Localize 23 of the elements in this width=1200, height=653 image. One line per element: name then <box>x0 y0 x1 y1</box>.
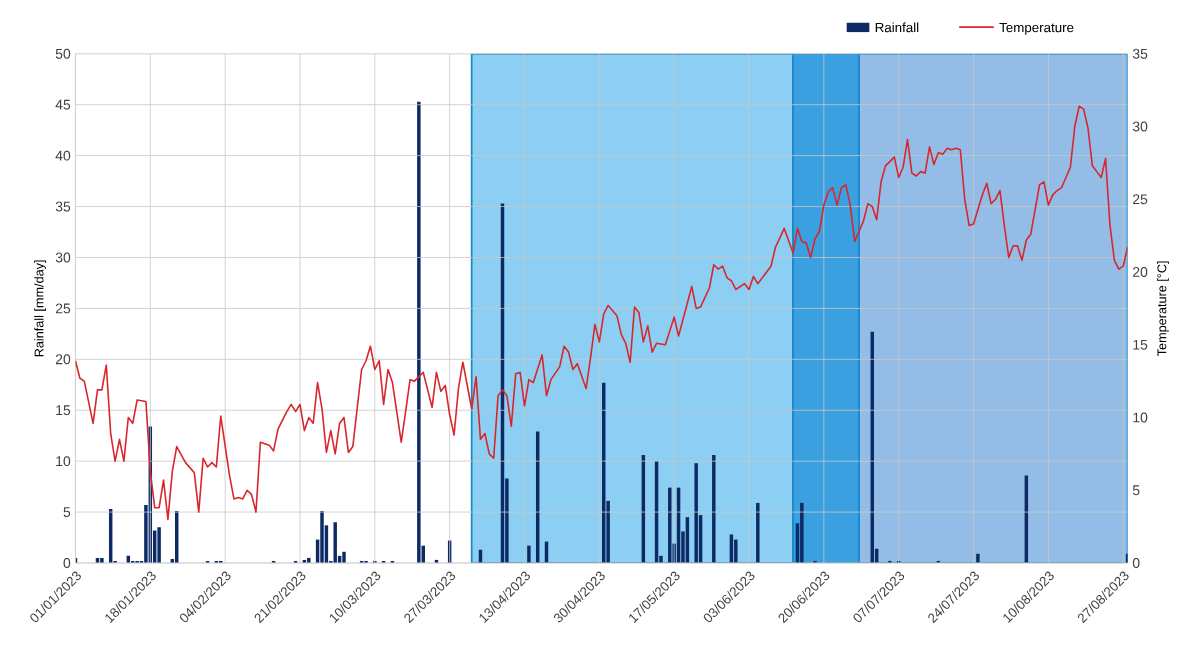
y-tick-label: 50 <box>55 48 71 59</box>
legend-label: Rainfall <box>875 22 919 33</box>
y-tick-label: 45 <box>55 99 71 110</box>
y2-tick-label: 5 <box>1132 485 1140 496</box>
legend-label: Temperature <box>999 22 1074 35</box>
y2-tick-label: 30 <box>1132 121 1148 132</box>
y2-tick-label: 20 <box>1133 267 1148 277</box>
y2-tick-label: 25 <box>1133 194 1148 205</box>
y-tick-label: 20 <box>55 354 71 365</box>
y2-axis-title: Temperature [°C] <box>1157 261 1169 357</box>
y-tick-label: 5 <box>63 507 71 517</box>
y-tick-label: 10 <box>56 456 71 467</box>
y2-tick-label: 0 <box>1132 558 1140 568</box>
y2-tick-label: 35 <box>1132 48 1148 59</box>
y-axis-title: Rainfall [mm/day] <box>34 260 47 357</box>
y-tick-label: 15 <box>56 405 71 416</box>
y-tick-label: 30 <box>55 252 71 263</box>
y2-tick-label: 10 <box>1133 412 1148 423</box>
y-tick-label: 35 <box>55 201 71 212</box>
y2-tick-label: 15 <box>1133 339 1148 350</box>
y-tick-label: 25 <box>55 303 71 314</box>
y-tick-label: 0 <box>63 558 71 568</box>
y-tick-label: 40 <box>55 150 71 161</box>
